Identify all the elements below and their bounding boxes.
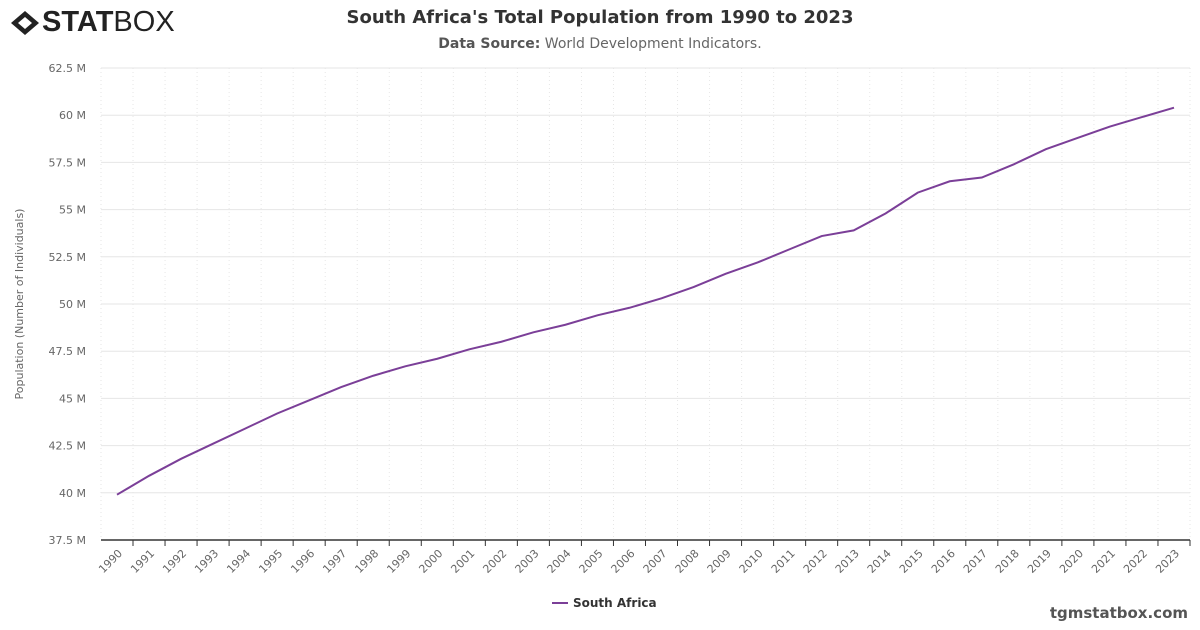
x-tick-label: 1991: [128, 547, 157, 576]
y-tick-label: 57.5 M: [49, 156, 86, 169]
x-tick-label: 1990: [96, 547, 125, 576]
x-tick-label: 2004: [545, 547, 574, 576]
x-tick-label: 2006: [609, 547, 638, 576]
y-tick-label: 55 M: [59, 204, 86, 217]
x-tick-label: 2014: [865, 547, 894, 576]
x-tick-label: 2021: [1089, 547, 1118, 576]
x-tick-label: 2005: [577, 547, 606, 576]
legend-item-south-africa: South Africa: [573, 596, 657, 610]
series-line-south-africa: [116, 106, 1175, 496]
x-tick-label: 2007: [641, 547, 670, 576]
x-tick-label: 1997: [320, 547, 349, 576]
x-tick-label: 2019: [1025, 547, 1054, 576]
diamond-logo-icon: [11, 10, 39, 35]
x-tick-label: 1992: [160, 547, 189, 576]
y-tick-label: 45 M: [59, 392, 86, 405]
x-tick-label: 2012: [801, 547, 830, 576]
x-tick-label: 1996: [288, 547, 317, 576]
x-tick-label: 2013: [833, 547, 862, 576]
x-tick-label: 2015: [897, 547, 926, 576]
x-tick-label: 1993: [192, 547, 221, 576]
x-tick-label: 2016: [929, 547, 958, 576]
x-tick-label: 2022: [1121, 547, 1150, 576]
subtitle-text: World Development Indicators.: [544, 36, 762, 52]
statbox-logo: STAT BOX: [10, 6, 175, 39]
chart-title: South Africa's Total Population from 199…: [346, 7, 854, 28]
x-tick-label: 2008: [673, 547, 702, 576]
x-tick-label: 2003: [513, 547, 542, 576]
y-tick-label: 47.5 M: [49, 345, 86, 358]
y-axis-title: Population (Number of Individuals): [13, 209, 26, 400]
y-tick-label: 60 M: [59, 109, 86, 122]
logo-text-bold: STAT: [42, 6, 114, 38]
chart-subtitle: Data Source: World Development Indicator…: [0, 36, 1200, 52]
y-tick-label: 40 M: [59, 487, 86, 500]
y-tick-label: 37.5 M: [49, 534, 86, 547]
site-credit[interactable]: tgmstatbox.com: [1049, 604, 1188, 622]
x-tick-label: 2017: [961, 547, 990, 576]
x-tick-label: 2002: [480, 547, 509, 576]
x-tick-label: 2023: [1153, 547, 1182, 576]
logo-text-light: BOX: [113, 6, 175, 38]
x-tick-label: 2009: [705, 547, 734, 576]
x-tick-label: 2001: [448, 547, 477, 576]
x-tick-label: 2000: [416, 547, 445, 576]
x-tick-label: 1998: [352, 547, 381, 576]
y-tick-label: 52.5 M: [49, 251, 86, 264]
y-tick-label: 50 M: [59, 298, 86, 311]
x-tick-label: 1994: [224, 547, 253, 576]
x-tick-label: 2018: [993, 547, 1022, 576]
subtitle-label: Data Source:: [438, 36, 541, 52]
x-tick-label: 1999: [384, 547, 413, 576]
x-tick-label: 2011: [769, 547, 798, 576]
y-tick-label: 62.5 M: [49, 62, 86, 75]
x-tick-label: 2010: [737, 547, 766, 576]
x-tick-label: 2020: [1057, 547, 1086, 576]
y-tick-label: 42.5 M: [49, 440, 86, 453]
x-tick-label: 1995: [256, 547, 285, 576]
